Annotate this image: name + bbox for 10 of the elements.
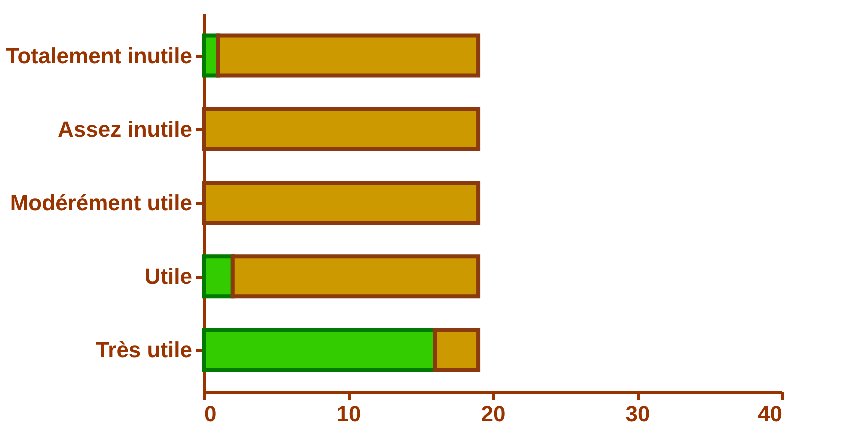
y-tick-label: Utile [144,264,192,290]
x-tick-label: 10 [336,402,362,426]
y-tick-label: Assez inutile [58,116,192,142]
y-tick-label: Totalement inutile [6,43,192,68]
x-tick-label: 30 [626,402,650,426]
y-tick-label: Modérément utile [10,190,192,216]
x-tick-label: 40 [758,402,782,426]
y-tick-label: Très utile [96,338,192,363]
x-tick-label: 20 [481,402,506,426]
x-tick-label: 0 [204,402,217,426]
